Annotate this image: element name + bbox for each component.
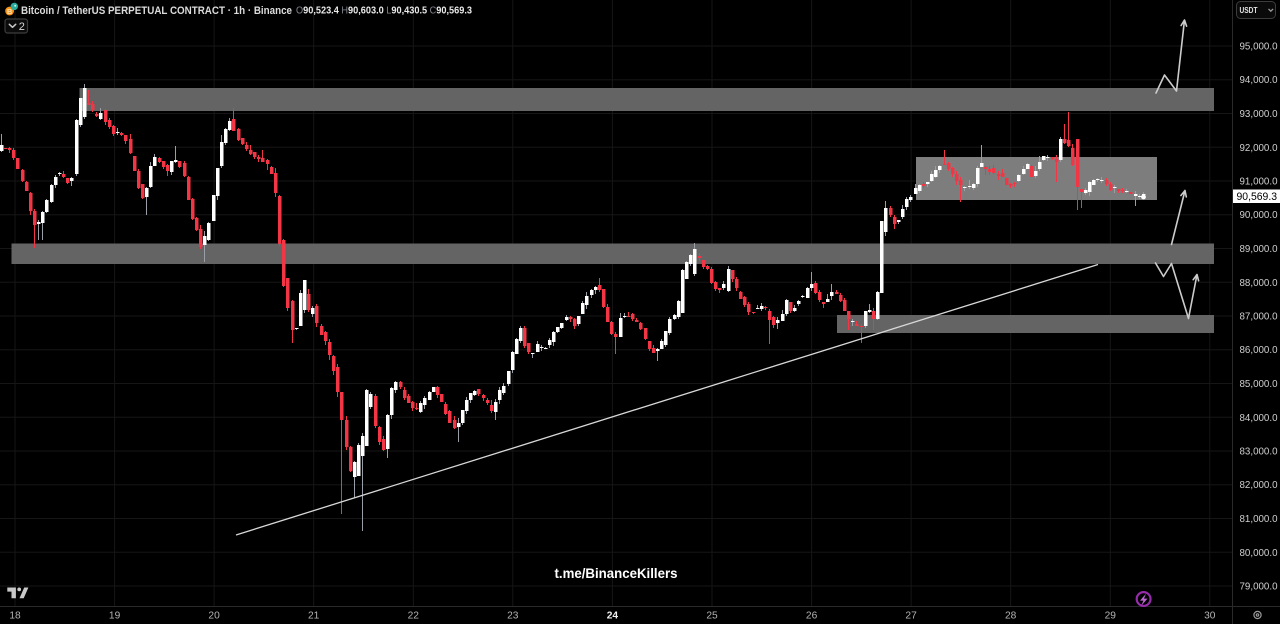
svg-text:28: 28 — [1005, 611, 1017, 622]
svg-text:Bitcoin / TetherUS PERPETUAL C: Bitcoin / TetherUS PERPETUAL CONTRACT · … — [21, 5, 292, 17]
svg-text:t.me/BinanceKillers: t.me/BinanceKillers — [555, 566, 678, 581]
svg-text:94,000.0: 94,000.0 — [1240, 75, 1278, 86]
svg-text:83,000.0: 83,000.0 — [1240, 447, 1278, 458]
svg-text:92,000.0: 92,000.0 — [1240, 143, 1278, 154]
svg-text:84,000.0: 84,000.0 — [1240, 413, 1278, 424]
svg-text:90,000.0: 90,000.0 — [1240, 210, 1278, 221]
svg-text:27: 27 — [905, 611, 917, 622]
svg-text:21: 21 — [308, 611, 320, 622]
svg-text:95,000.0: 95,000.0 — [1240, 42, 1278, 53]
svg-text:79,000.0: 79,000.0 — [1240, 582, 1278, 593]
svg-text:26: 26 — [806, 611, 818, 622]
svg-text:29: 29 — [1105, 611, 1117, 622]
svg-text:O90,523.4 H90,603.0 L90,430.5: O90,523.4 H90,603.0 L90,430.5 C90,569.3 — [296, 6, 472, 17]
svg-text:25: 25 — [706, 611, 718, 622]
svg-text:86,000.0: 86,000.0 — [1240, 345, 1278, 356]
svg-text:30: 30 — [1204, 611, 1216, 622]
svg-text:82,000.0: 82,000.0 — [1240, 480, 1278, 491]
svg-text:24: 24 — [607, 611, 619, 622]
svg-text:USDT: USDT — [1240, 5, 1259, 15]
svg-text:89,000.0: 89,000.0 — [1240, 244, 1278, 255]
svg-text:80,000.0: 80,000.0 — [1240, 548, 1278, 559]
svg-text:91,000.0: 91,000.0 — [1240, 177, 1278, 188]
svg-text:81,000.0: 81,000.0 — [1240, 514, 1278, 525]
svg-text:87,000.0: 87,000.0 — [1240, 312, 1278, 323]
svg-text:93,000.0: 93,000.0 — [1240, 109, 1278, 120]
svg-text:85,000.0: 85,000.0 — [1240, 379, 1278, 390]
svg-text:19: 19 — [109, 611, 121, 622]
svg-text:2: 2 — [19, 21, 25, 33]
svg-text:90,569.3: 90,569.3 — [1237, 191, 1278, 203]
svg-text:20: 20 — [208, 611, 220, 622]
svg-text:88,000.0: 88,000.0 — [1240, 278, 1278, 289]
svg-text:23: 23 — [507, 611, 519, 622]
svg-text:B: B — [7, 7, 13, 16]
svg-text:22: 22 — [408, 611, 420, 622]
svg-text:18: 18 — [9, 611, 21, 622]
